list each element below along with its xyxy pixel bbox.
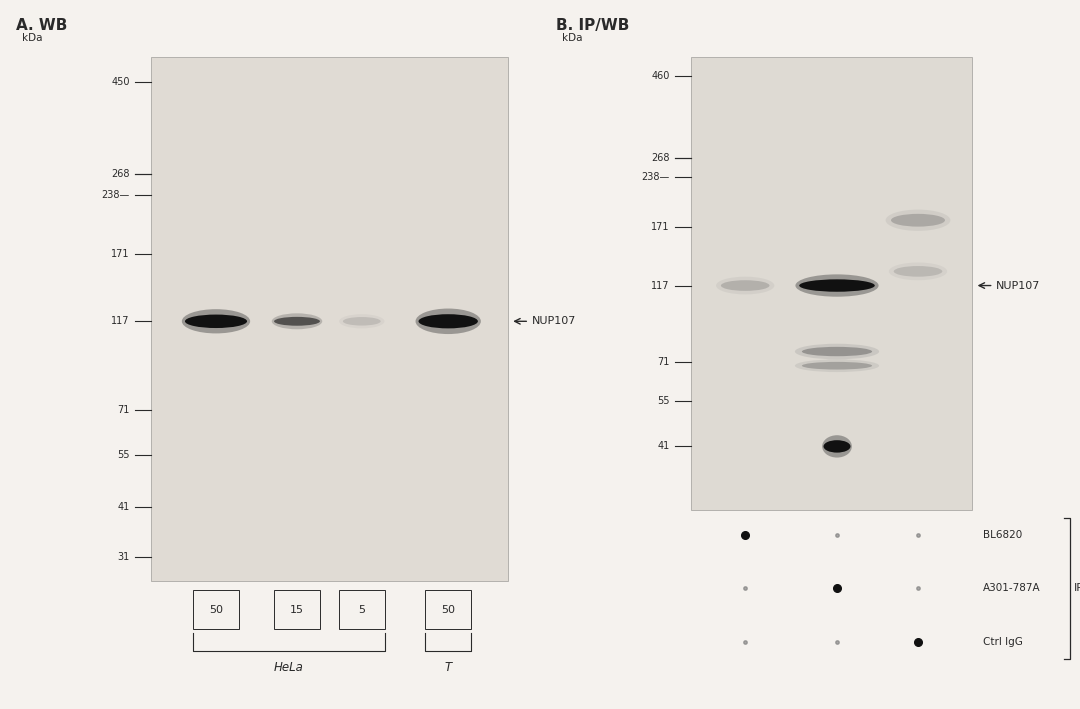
Ellipse shape	[339, 314, 384, 328]
Text: 50: 50	[210, 605, 222, 615]
Text: BL6820: BL6820	[983, 530, 1022, 540]
Ellipse shape	[795, 274, 879, 296]
Text: 31: 31	[118, 552, 130, 562]
Bar	[691, 57, 972, 510]
Text: 450: 450	[111, 77, 130, 87]
Bar	[339, 590, 384, 630]
Text: 171: 171	[111, 249, 130, 259]
Text: IP: IP	[1074, 584, 1080, 593]
Bar	[151, 57, 508, 581]
Text: 460: 460	[651, 70, 670, 81]
Ellipse shape	[343, 317, 380, 325]
Ellipse shape	[889, 262, 947, 280]
Ellipse shape	[894, 266, 942, 277]
Ellipse shape	[799, 279, 875, 291]
Text: B. IP/WB: B. IP/WB	[556, 18, 630, 33]
Text: 15: 15	[291, 605, 303, 615]
Text: NUP107: NUP107	[997, 281, 1041, 291]
Ellipse shape	[185, 315, 247, 328]
Text: kDa: kDa	[562, 33, 582, 43]
Bar	[193, 590, 239, 630]
Text: 238—: 238—	[102, 190, 130, 201]
Ellipse shape	[721, 280, 769, 291]
Text: 238—: 238—	[642, 172, 670, 182]
Text: 5: 5	[359, 605, 365, 615]
Ellipse shape	[801, 347, 873, 356]
Text: 41: 41	[658, 442, 670, 452]
Text: kDa: kDa	[22, 33, 42, 43]
Text: A. WB: A. WB	[16, 18, 68, 33]
Ellipse shape	[716, 277, 774, 294]
Ellipse shape	[795, 359, 879, 372]
Text: 50: 50	[442, 605, 455, 615]
Ellipse shape	[795, 344, 879, 359]
Text: NUP107: NUP107	[531, 316, 577, 326]
Text: Ctrl IgG: Ctrl IgG	[983, 637, 1023, 647]
Bar	[426, 590, 471, 630]
Ellipse shape	[801, 362, 873, 369]
Text: 117: 117	[111, 316, 130, 326]
Text: 268: 268	[651, 153, 670, 163]
Text: 171: 171	[651, 223, 670, 233]
Ellipse shape	[886, 210, 950, 231]
Bar	[274, 590, 320, 630]
Ellipse shape	[822, 435, 852, 457]
Text: A301-787A: A301-787A	[983, 584, 1040, 593]
Text: 71: 71	[118, 405, 130, 415]
Ellipse shape	[416, 308, 481, 334]
Ellipse shape	[891, 214, 945, 227]
Ellipse shape	[274, 317, 320, 325]
Ellipse shape	[272, 313, 322, 329]
Text: 117: 117	[651, 281, 670, 291]
Text: HeLa: HeLa	[274, 661, 303, 674]
Ellipse shape	[824, 440, 851, 452]
Ellipse shape	[181, 309, 251, 333]
Text: 268: 268	[111, 169, 130, 179]
Text: 55: 55	[657, 396, 670, 406]
Text: 41: 41	[118, 502, 130, 513]
Text: T: T	[445, 661, 451, 674]
Text: 71: 71	[658, 357, 670, 367]
Text: 55: 55	[117, 450, 130, 460]
Ellipse shape	[419, 314, 477, 328]
